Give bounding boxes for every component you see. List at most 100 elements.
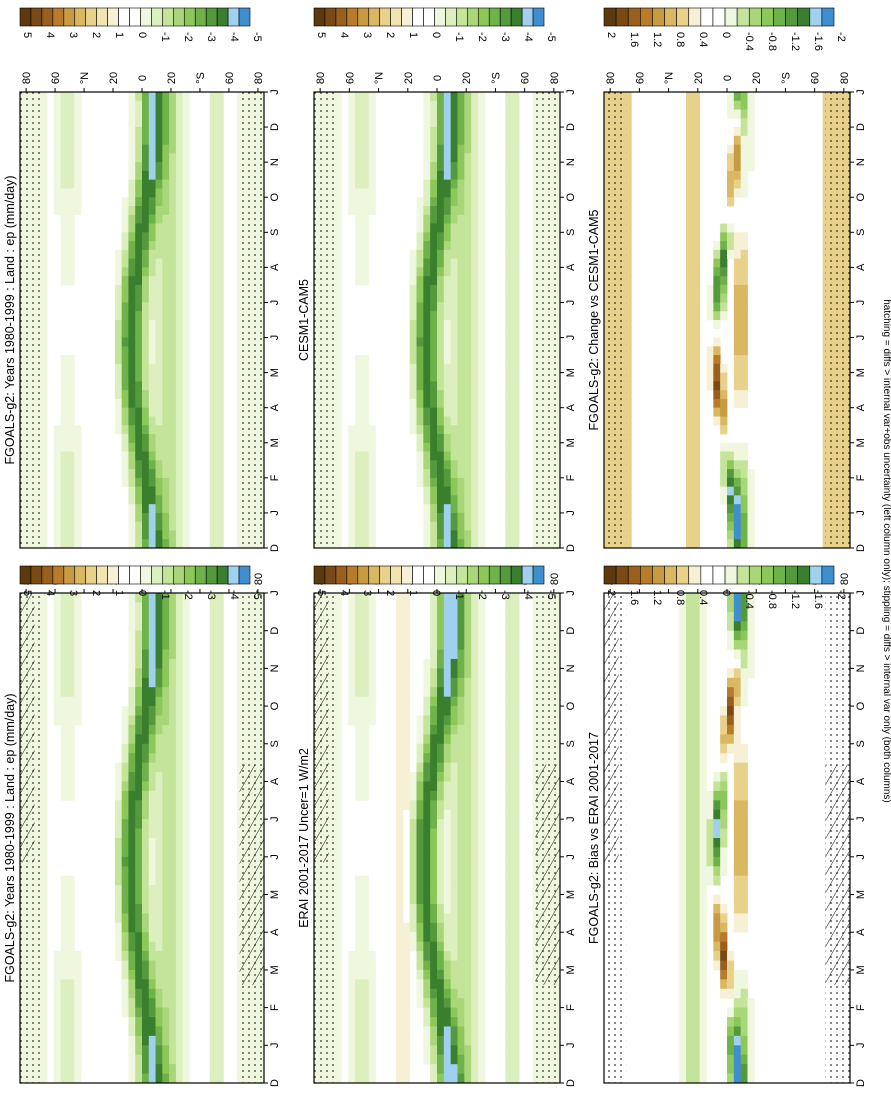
heatmap-cell (361, 988, 370, 999)
heatmap-cell (60, 249, 68, 260)
heatmap-cell (121, 894, 129, 905)
heatmap-cell (209, 1007, 217, 1018)
heatmap-cell (334, 988, 342, 999)
heatmap-cell (348, 988, 356, 999)
heatmap-cell (334, 960, 342, 971)
heatmap-cell (348, 530, 356, 540)
heatmap-cell (334, 153, 342, 163)
heatmap-cell (135, 188, 143, 198)
heatmap-cell (142, 521, 150, 531)
heatmap-cell (175, 504, 184, 514)
heatmap-cell (60, 677, 68, 688)
heatmap-cell (437, 932, 445, 943)
heatmap-cell (416, 743, 424, 754)
heatmap-cell (121, 753, 129, 764)
heatmap-cell (216, 724, 224, 735)
heatmap-cell (148, 214, 156, 224)
heatmap-cell (368, 504, 376, 514)
heatmap-cell (512, 856, 520, 867)
heatmap-cell (60, 372, 68, 382)
heatmap-cell (162, 809, 170, 820)
heatmap-cell (128, 762, 136, 773)
heatmap-cell (471, 162, 479, 172)
month-label: J (269, 816, 281, 822)
heatmap-cell (209, 724, 217, 735)
heatmap-cell (216, 495, 224, 505)
heatmap-cell (67, 109, 75, 119)
heatmap-cell (464, 188, 472, 198)
heatmap-cell (361, 416, 370, 426)
heatmap-cell (402, 668, 411, 679)
heatmap-cell (443, 734, 452, 745)
heatmap-cell (430, 162, 438, 172)
heatmap-cell (443, 346, 452, 356)
heatmap-cell (142, 434, 150, 444)
heatmap-cell (368, 640, 376, 650)
heatmap-cell (430, 847, 438, 858)
heatmap-cell (464, 495, 472, 505)
heatmap-cell (169, 819, 177, 829)
heatmap-cell (505, 162, 513, 172)
lat-label: 60 (224, 72, 236, 84)
heatmap-cell (128, 311, 136, 321)
heatmap-cell (416, 197, 424, 207)
heatmap-cell (457, 677, 465, 688)
heatmap-cell (142, 677, 150, 688)
heatmap-cell (128, 998, 136, 1009)
heatmap-cell (416, 932, 424, 943)
heatmap-cell (209, 819, 217, 829)
heatmap-cell (416, 337, 424, 347)
heatmap-cell (60, 100, 68, 110)
heatmap-cell (60, 477, 68, 488)
heatmap-cell (60, 355, 68, 365)
heatmap-cell (443, 856, 452, 867)
heatmap-cell (512, 847, 520, 858)
heatmap-cell (216, 941, 224, 952)
heatmap-cell (402, 724, 411, 735)
heatmap-cell (505, 153, 513, 163)
heatmap-cell (512, 894, 520, 905)
heatmap-cell (334, 828, 342, 839)
heatmap-cell (162, 790, 170, 801)
heatmap-cell (334, 355, 342, 365)
heatmap-cell (182, 355, 190, 365)
heatmap-cell (430, 293, 438, 303)
heatmap-cell (67, 512, 75, 523)
heatmap-cell (67, 1035, 75, 1046)
heatmap-cell (348, 1045, 356, 1056)
heatmap-cell (40, 214, 48, 224)
heatmap-cell (443, 293, 452, 303)
heatmap-cell (457, 875, 465, 886)
heatmap-cell (182, 743, 190, 754)
heatmap-cell (128, 92, 136, 102)
heatmap-cell (437, 743, 445, 754)
heatmap-cell (512, 724, 520, 735)
heatmap-cell (361, 941, 370, 952)
heatmap-cell (182, 144, 190, 154)
heatmap-cell (505, 346, 513, 356)
heatmap-cell (368, 1007, 376, 1018)
heatmap-cell (128, 434, 136, 444)
heatmap-cell (430, 979, 438, 990)
heatmap-cell (155, 621, 163, 632)
heatmap-cell (402, 969, 411, 980)
heatmap-cell (450, 1054, 458, 1065)
heatmap-cell (128, 903, 136, 914)
heatmap-cell (169, 363, 177, 374)
heatmap-cell (175, 894, 184, 905)
heatmap-cell (128, 320, 136, 330)
heatmap-cell (148, 144, 156, 154)
heatmap-cell (464, 960, 472, 971)
heatmap-cell (53, 100, 62, 110)
heatmap-cell (40, 144, 48, 154)
heatmap-cell (450, 762, 458, 773)
heatmap-cell (430, 781, 438, 792)
heatmap-cell (114, 249, 123, 260)
heatmap-cell (40, 276, 48, 286)
heatmap-cell (162, 539, 170, 549)
heatmap-cell (209, 118, 217, 128)
heatmap-cell (135, 127, 143, 137)
heatmap-cell (135, 649, 143, 660)
heatmap-cell (478, 903, 486, 914)
heatmap-cell (478, 390, 486, 400)
